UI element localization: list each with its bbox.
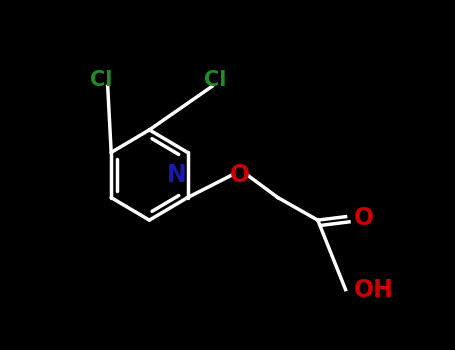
Text: Cl: Cl bbox=[90, 70, 112, 90]
Text: Cl: Cl bbox=[204, 70, 227, 90]
Text: N: N bbox=[167, 163, 187, 187]
Text: O: O bbox=[230, 163, 250, 187]
Text: O: O bbox=[354, 206, 374, 230]
Text: OH: OH bbox=[354, 278, 394, 302]
